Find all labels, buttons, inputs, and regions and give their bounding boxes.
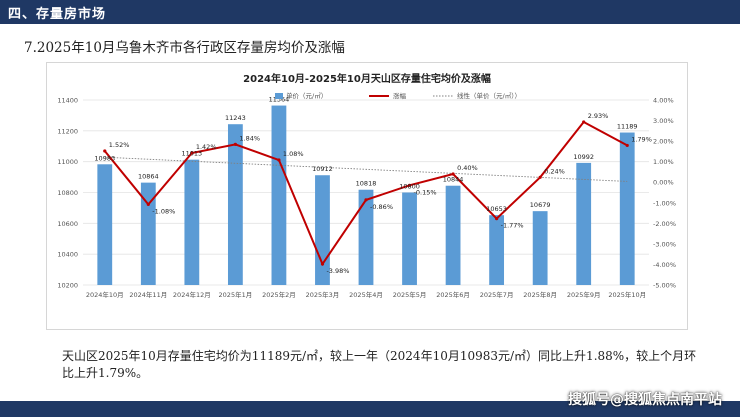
bar-1 xyxy=(140,182,156,285)
y2-tick-label: -4.00% xyxy=(653,261,676,269)
growth-point-11 xyxy=(582,120,586,124)
growth-label-4: 1.08% xyxy=(283,150,304,158)
bar-label-11: 10992 xyxy=(573,153,594,161)
y2-tick-label: 1.00% xyxy=(653,158,674,166)
bar-8 xyxy=(445,185,461,285)
legend-swatch-bar xyxy=(275,93,283,99)
y-tick-label: 10800 xyxy=(57,189,78,197)
growth-label-2: 1.42% xyxy=(196,143,217,151)
growth-point-10 xyxy=(538,175,542,179)
y2-tick-label: 4.00% xyxy=(653,97,674,105)
y-tick-label: 10400 xyxy=(57,251,78,259)
bar-0 xyxy=(97,164,113,285)
chart-title: 2024年10月-2025年10月天山区存量住宅均价及涨幅 xyxy=(243,72,491,85)
description-line-2: 比上升1.79%。 xyxy=(62,366,149,380)
chart-frame: 2024年10月-2025年10月天山区存量住宅均价及涨幅 10200 10400 1… xyxy=(46,62,688,330)
section-title: 7.2025年10月乌鲁木齐市各行政区存量房均价及涨幅 xyxy=(24,40,345,56)
bar-7 xyxy=(402,192,417,285)
x-tick-label-3: 2025年1月 xyxy=(219,290,253,299)
growth-point-12 xyxy=(625,143,629,148)
growth-label-3: 1.84% xyxy=(239,134,260,142)
growth-label-5: -3.98% xyxy=(326,267,349,275)
bar-label-5: 10912 xyxy=(312,165,333,173)
chart-svg: 2024年10月-2025年10月天山区存量住宅均价及涨幅 10200 10400 1… xyxy=(57,72,676,299)
x-tick-label-8: 2025年6月 xyxy=(436,290,470,299)
growth-point-4 xyxy=(277,158,281,162)
growth-point-8 xyxy=(451,172,455,176)
bar-label-12: 11189 xyxy=(617,123,638,131)
growth-point-7 xyxy=(407,183,412,187)
bar-6 xyxy=(358,189,374,285)
growth-point-2 xyxy=(190,151,194,155)
bar-2 xyxy=(184,159,200,285)
growth-point-0 xyxy=(103,149,107,153)
description-line-1: 天山区2025年10月存量住宅均价为11189元/㎡，较上一年（2024年10月… xyxy=(62,349,697,363)
bar-9 xyxy=(489,215,505,285)
x-tick-label-5: 2025年3月 xyxy=(306,290,340,299)
watermark: 搜狐号@搜狐焦点南平站 xyxy=(568,392,722,408)
y2-tick-label: -5.00% xyxy=(653,282,676,290)
y2-tick-label: 2.00% xyxy=(653,138,674,146)
x-tick-label-0: 2024年10月 xyxy=(86,290,124,299)
y2-tick-label: 0.00% xyxy=(653,179,674,187)
x-tick-label-4: 2025年2月 xyxy=(262,290,296,299)
legend-label-trend: 线性（单价（元/㎡）） xyxy=(457,91,521,100)
growth-point-3 xyxy=(233,142,237,146)
bar-label-2: 11013 xyxy=(182,150,203,158)
x-tick-label-12: 2025年10月 xyxy=(608,290,646,299)
growth-point-6 xyxy=(364,198,368,202)
y-tick-label: 10600 xyxy=(57,220,78,228)
x-tick-label-2: 2024年12月 xyxy=(173,290,211,299)
growth-point-1 xyxy=(146,202,150,207)
growth-label-7: -0.15% xyxy=(414,188,437,196)
bar-label-7: 10800 xyxy=(399,183,420,191)
bar-label-10: 10679 xyxy=(530,201,551,209)
legend-label-line: 涨幅 xyxy=(393,91,407,100)
header-title: 四、存量房市场 xyxy=(8,7,107,22)
description: 天山区2025年10月存量住宅均价为11189元/㎡，较上一年（2024年10月… xyxy=(62,348,710,382)
bar-label-4: 11364 xyxy=(269,96,290,104)
bar-3 xyxy=(227,124,243,285)
y-tick-label: 11200 xyxy=(57,127,78,135)
y2-tick-label: 3.00% xyxy=(653,117,674,125)
growth-label-6: -0.86% xyxy=(370,203,393,211)
bar-label-0: 10983 xyxy=(94,154,115,162)
bar-label-6: 10818 xyxy=(356,180,377,188)
growth-label-10: 0.24% xyxy=(544,167,565,175)
header-bar: 四、存量房市场 xyxy=(0,0,740,24)
bar-label-9: 10653 xyxy=(486,205,507,213)
y-tick-label: 11000 xyxy=(57,158,78,166)
growth-point-5 xyxy=(320,262,325,266)
y2-tick-label: -3.00% xyxy=(653,240,676,248)
x-tick-label-1: 2024年11月 xyxy=(129,290,167,299)
y-tick-label: 11400 xyxy=(57,97,78,105)
x-tick-label-10: 2025年8月 xyxy=(523,290,557,299)
growth-label-0: 1.52% xyxy=(109,141,130,149)
bar-label-1: 10864 xyxy=(138,173,159,181)
growth-label-8: 0.40% xyxy=(457,164,478,172)
x-tick-label-6: 2025年4月 xyxy=(349,290,383,299)
growth-label-1: -1.08% xyxy=(152,207,175,215)
x-tick-label-7: 2025年5月 xyxy=(393,290,427,299)
bar-label-3: 11243 xyxy=(225,114,246,122)
bar-label-8: 10844 xyxy=(443,176,464,184)
footer-bar xyxy=(0,401,740,417)
growth-label-11: 2.93% xyxy=(588,112,609,120)
x-tick-label-9: 2025年7月 xyxy=(480,290,514,299)
y2-tick-label: -1.00% xyxy=(653,199,676,207)
legend-label-bar: 单价（元/㎡） xyxy=(286,91,327,100)
bar-12 xyxy=(619,132,635,285)
bar-11 xyxy=(576,162,592,285)
growth-point-9 xyxy=(495,217,499,221)
bar-10 xyxy=(532,211,548,285)
x-tick-label-11: 2025年9月 xyxy=(567,290,601,299)
growth-label-12: 1.79% xyxy=(631,135,652,143)
y2-tick-label: -2.00% xyxy=(653,220,676,228)
y-tick-label: 10200 xyxy=(57,282,78,290)
growth-label-9: -1.77% xyxy=(501,222,524,230)
bar-4 xyxy=(271,105,287,285)
